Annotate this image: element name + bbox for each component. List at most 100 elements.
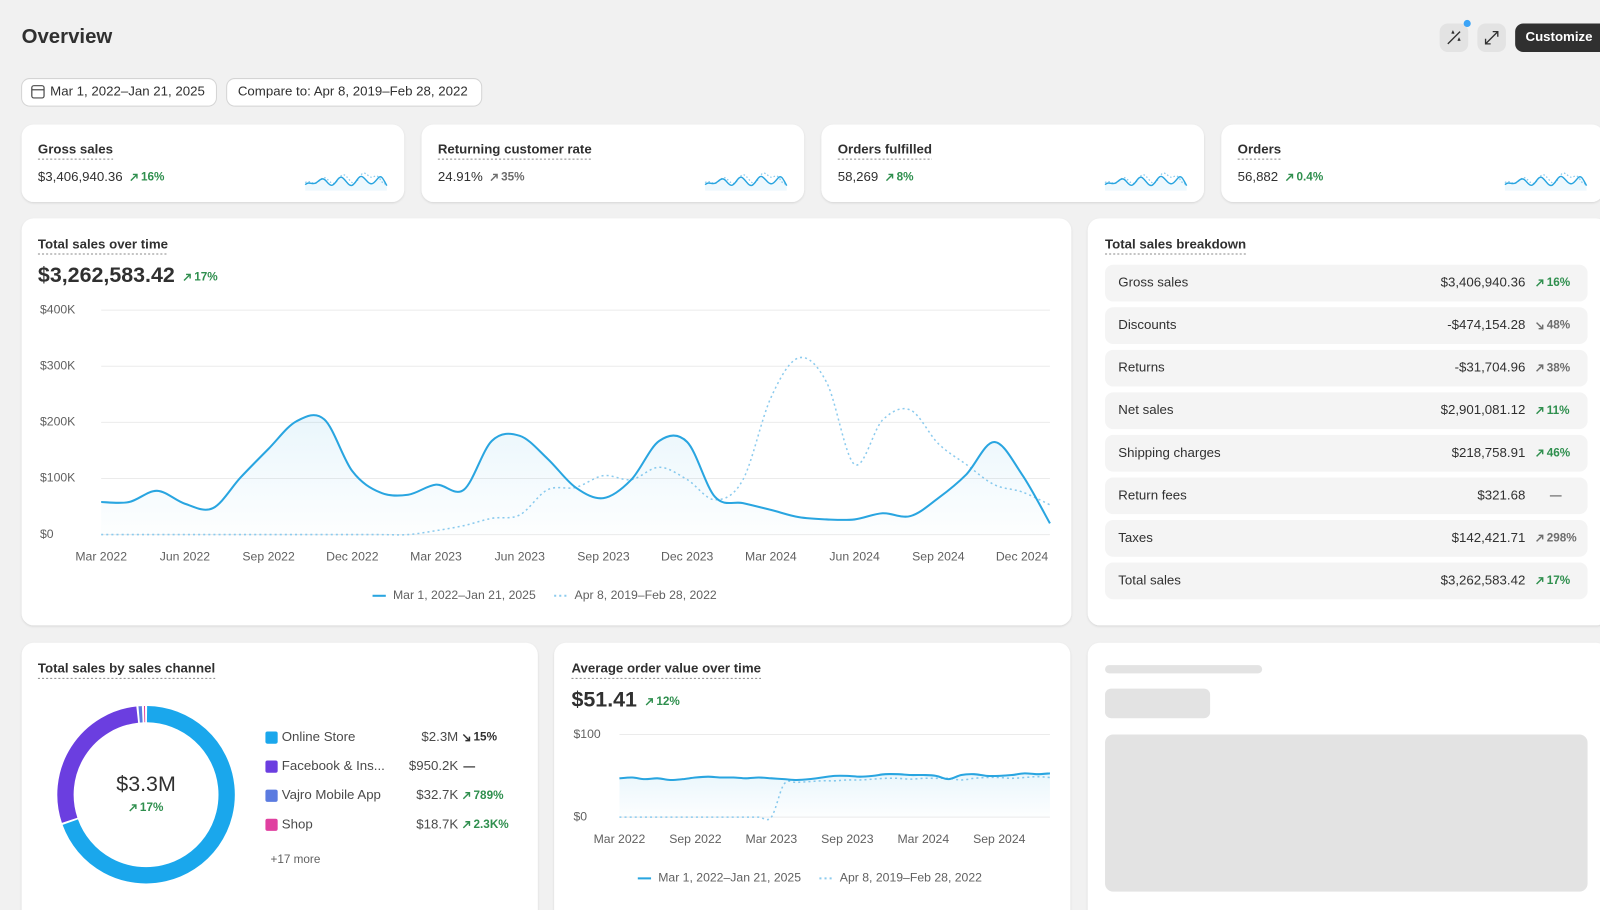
legend-value: $2.3M — [421, 729, 458, 744]
kpi-label: Gross sales — [38, 141, 113, 156]
row-change: 17% — [1547, 574, 1571, 587]
skeleton-chart — [1105, 734, 1588, 892]
x-tick-label: Sep 2022 — [242, 549, 295, 563]
notification-dot — [1463, 19, 1471, 28]
legend-change: 2.3K% — [474, 818, 510, 831]
aov-card — [554, 642, 1071, 910]
legend-label: Shop — [282, 816, 313, 831]
breakdown-row — [1105, 392, 1588, 430]
breakdown-row — [1105, 519, 1588, 557]
trend-arrow — [129, 804, 137, 812]
row-change: 11% — [1547, 404, 1570, 417]
x-tick-label: Dec 2022 — [326, 549, 379, 563]
trend-arrow — [1536, 406, 1544, 415]
legend-swatch — [265, 789, 278, 802]
chart-title: Total sales by sales channel — [38, 661, 215, 676]
legend-swatch — [265, 731, 278, 744]
x-tick-label: Sep 2023 — [821, 832, 874, 846]
x-tick-label: Jun 2023 — [495, 549, 546, 563]
trend-arrow — [1536, 534, 1544, 542]
x-tick-label: Jun 2024 — [829, 549, 880, 563]
breakdown-row — [1105, 307, 1588, 345]
y-tick-label: $300K — [40, 358, 76, 372]
row-value: $142,421.71 — [1452, 530, 1526, 545]
trend-arrow — [183, 273, 191, 282]
trend-arrow — [1536, 449, 1544, 457]
legend-label: Online Store — [282, 729, 356, 744]
row-value: $3,406,940.36 — [1441, 275, 1526, 290]
row-label: Total sales — [1118, 572, 1181, 587]
customize-label: Customize — [1526, 29, 1593, 44]
x-tick-label: Sep 2022 — [669, 832, 722, 846]
fullscreen-icon — [1484, 30, 1499, 45]
magic-icon — [1447, 30, 1461, 45]
kpi-label: Orders fulfilled — [838, 141, 932, 156]
row-value: -$474,154.28 — [1447, 317, 1525, 332]
x-tick-label: Mar 2022 — [594, 832, 646, 846]
row-value: $2,901,081.12 — [1441, 402, 1526, 417]
row-value: $218,758.91 — [1452, 445, 1526, 460]
legend-label: Mar 1, 2022–Jan 21, 2025 — [393, 588, 536, 602]
row-label: Gross sales — [1118, 275, 1188, 290]
x-tick-label: Mar 2023 — [410, 549, 462, 563]
trend-arrow — [1536, 322, 1544, 330]
row-label: Taxes — [1118, 530, 1153, 545]
breakdown-title: Total sales breakdown — [1105, 236, 1246, 251]
date-filter[interactable] — [21, 78, 217, 107]
row-change: 38% — [1547, 361, 1571, 374]
row-change: — — [1550, 489, 1562, 502]
row-change: 298% — [1547, 531, 1578, 544]
trend-arrow — [490, 173, 498, 182]
kpi-label: Returning customer rate — [438, 141, 592, 156]
x-tick-label: Mar 2023 — [746, 832, 798, 846]
legend-change: — — [463, 760, 475, 773]
chart-change: 17% — [194, 271, 218, 284]
chart-change: 12% — [656, 695, 680, 708]
legend-change: 789% — [474, 789, 505, 802]
kpi-value: 58,269 — [838, 169, 879, 184]
legend-value: $18.7K — [416, 816, 458, 831]
compare-filter[interactable] — [226, 78, 483, 107]
trend-arrow — [130, 173, 138, 182]
kpi-value: 56,882 — [1238, 169, 1279, 184]
x-tick-label: Dec 2023 — [661, 549, 714, 563]
legend-swatch — [265, 818, 278, 831]
trend-arrow — [1285, 173, 1294, 182]
x-tick-label: Dec 2024 — [996, 549, 1049, 563]
more-link[interactable]: +17 more — [271, 853, 321, 866]
breakdown-row — [1105, 562, 1588, 600]
chart-title: Total sales over time — [38, 236, 168, 251]
x-tick-label: Jun 2022 — [160, 549, 211, 563]
trend-arrow — [462, 821, 471, 829]
kpi-change: 0.4% — [1297, 171, 1324, 184]
chart-title: Average order value over time — [571, 661, 761, 676]
x-tick-label: Sep 2024 — [912, 549, 965, 563]
trend-arrow — [1536, 364, 1544, 372]
x-tick-label: Mar 2022 — [75, 549, 127, 563]
skeleton-value — [1105, 688, 1211, 719]
row-change: 16% — [1547, 276, 1571, 289]
compare-filter-label: Compare to: Apr 8, 2019–Feb 28, 2022 — [238, 83, 468, 98]
legend-value: $950.2K — [409, 758, 459, 773]
page-title: Overview — [22, 26, 113, 48]
date-filter-label: Mar 1, 2022–Jan 21, 2025 — [50, 83, 205, 98]
breakdown-row — [1105, 349, 1588, 387]
trend-arrow — [462, 791, 471, 800]
kpi-change: 16% — [141, 171, 165, 184]
legend-label: Mar 1, 2022–Jan 21, 2025 — [658, 871, 801, 885]
calendar-icon — [31, 85, 45, 99]
kpi-change: 35% — [501, 171, 525, 184]
kpi-value: 24.91% — [438, 169, 483, 184]
kpi-change: 8% — [897, 171, 915, 184]
y-tick-label: $200K — [40, 415, 76, 429]
customize-button[interactable] — [1515, 23, 1600, 53]
trend-arrow — [1536, 279, 1544, 287]
series-line — [101, 414, 1051, 524]
x-tick-label: Mar 2024 — [745, 549, 797, 563]
row-value: -$31,704.96 — [1455, 360, 1526, 375]
donut-segment — [62, 705, 235, 884]
chart-total: $3,262,583.42 — [38, 263, 175, 287]
series-area — [619, 773, 1050, 818]
